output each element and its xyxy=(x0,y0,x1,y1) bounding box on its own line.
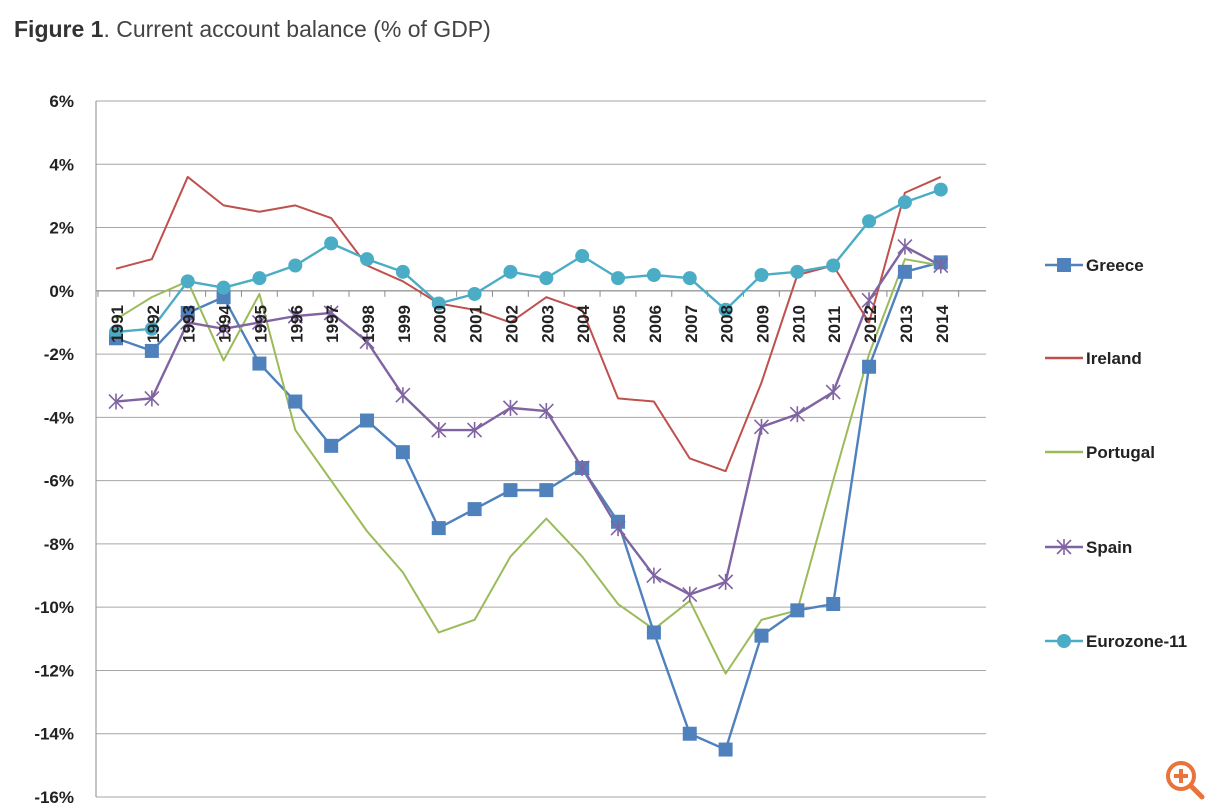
data-point-eurozone-11 xyxy=(180,274,195,289)
data-point-greece xyxy=(288,394,303,409)
legend-label-portugal: Portugal xyxy=(1086,443,1155,462)
y-tick-label: -16% xyxy=(34,788,74,805)
legend-label-spain: Spain xyxy=(1086,538,1132,557)
data-point-eurozone-11 xyxy=(109,324,123,339)
x-tick-label: 2008 xyxy=(718,305,737,343)
x-tick-label: 2005 xyxy=(610,305,629,343)
x-tick-label: 2011 xyxy=(825,306,844,343)
data-point-eurozone-11 xyxy=(216,280,231,295)
data-point-eurozone-11 xyxy=(431,296,446,311)
data-point-greece xyxy=(826,597,841,612)
x-tick-label: 1998 xyxy=(359,305,378,343)
y-tick-label: 2% xyxy=(49,219,74,238)
data-point-eurozone-11 xyxy=(467,286,482,301)
x-tick-label: 1994 xyxy=(216,304,235,342)
x-tick-label: 2009 xyxy=(753,305,772,343)
data-point-greece xyxy=(431,521,446,536)
figure-label: Figure 1 xyxy=(14,16,104,42)
data-point-greece xyxy=(754,628,769,643)
legend-label-ireland: Ireland xyxy=(1086,349,1142,368)
x-tick-label: 2001 xyxy=(467,305,486,343)
data-point-eurozone-11 xyxy=(503,264,518,279)
data-point-eurozone-11 xyxy=(933,182,948,197)
data-point-greece xyxy=(360,413,375,428)
y-tick-label: -12% xyxy=(34,661,74,680)
data-point-greece xyxy=(862,359,877,374)
y-tick-label: -4% xyxy=(44,408,74,427)
x-tick-label: 1995 xyxy=(251,305,270,343)
chart-title-text: . Current account balance (% of GDP) xyxy=(103,16,491,42)
x-tick-label: 1992 xyxy=(144,305,163,343)
y-tick-label: -2% xyxy=(44,345,74,364)
series-line-ireland xyxy=(115,175,942,473)
data-point-greece xyxy=(682,726,697,741)
zoom-handle xyxy=(1188,783,1205,800)
data-point-greece xyxy=(324,438,339,453)
x-tick-label: 2010 xyxy=(789,305,808,343)
x-tick-label: 2006 xyxy=(646,305,665,343)
data-point-eurozone-11 xyxy=(682,271,697,286)
x-tick-label: 2013 xyxy=(897,305,916,343)
data-point-eurozone-11 xyxy=(395,264,410,279)
data-point-greece xyxy=(539,483,554,498)
data-point-greece xyxy=(897,264,912,279)
data-point-eurozone-11 xyxy=(539,271,554,286)
x-tick-label: 1999 xyxy=(395,305,414,343)
zoom-in-icon[interactable] xyxy=(1162,757,1206,801)
y-tick-label: 6% xyxy=(49,92,74,111)
data-point-eurozone-11 xyxy=(718,302,733,317)
x-tick-label: 2004 xyxy=(574,304,593,342)
x-tick-label: 1996 xyxy=(287,305,306,343)
x-tick-label: 2014 xyxy=(933,304,952,342)
y-tick-label: -14% xyxy=(34,725,74,744)
x-tick-label: 1991 xyxy=(108,305,127,343)
x-tick-label: 2007 xyxy=(682,305,701,343)
legend-label-eurozone-11: Eurozone-11 xyxy=(1086,632,1187,651)
data-point-greece xyxy=(144,343,159,358)
data-point-greece xyxy=(790,603,805,618)
x-tick-label: 1997 xyxy=(323,305,342,343)
x-tick-label: 2002 xyxy=(502,305,521,343)
zoom-lens xyxy=(1166,761,1196,791)
data-point-eurozone-11 xyxy=(611,271,626,286)
data-point-eurozone-11 xyxy=(826,258,841,273)
y-tick-label: 0% xyxy=(49,282,74,301)
data-point-eurozone-11 xyxy=(790,264,805,279)
y-tick-label: -6% xyxy=(44,472,74,491)
data-point-eurozone-11 xyxy=(575,249,590,264)
data-point-eurozone-11 xyxy=(288,258,303,273)
data-point-greece xyxy=(395,445,410,460)
chart-title: Figure 1. Current account balance (% of … xyxy=(14,16,491,43)
data-point-greece xyxy=(718,742,733,757)
series-line-spain xyxy=(115,245,942,596)
data-point-eurozone-11 xyxy=(144,321,159,336)
series-line-portugal xyxy=(115,258,941,675)
data-point-greece xyxy=(252,356,267,371)
legend-marker-eurozone-11 xyxy=(1057,634,1071,648)
x-tick-label: 1993 xyxy=(180,305,199,343)
data-point-eurozone-11 xyxy=(862,214,877,229)
data-point-eurozone-11 xyxy=(324,236,339,251)
data-point-greece xyxy=(503,483,518,498)
x-tick-label: 2000 xyxy=(431,305,450,343)
y-tick-label: 4% xyxy=(49,155,74,174)
x-tick-label: 2003 xyxy=(538,305,557,343)
data-point-eurozone-11 xyxy=(252,271,267,286)
y-tick-label: -10% xyxy=(34,598,74,617)
y-tick-label: -8% xyxy=(44,535,74,554)
data-point-greece xyxy=(467,502,482,517)
data-point-greece xyxy=(646,625,661,640)
legend-marker-greece xyxy=(1057,258,1071,272)
data-point-eurozone-11 xyxy=(646,268,661,282)
data-point-eurozone-11 xyxy=(897,195,912,210)
data-point-eurozone-11 xyxy=(360,252,375,267)
data-point-greece xyxy=(180,305,195,320)
legend-label-greece: Greece xyxy=(1086,256,1144,275)
x-tick-label: 2012 xyxy=(861,305,880,343)
series-line-greece xyxy=(115,261,942,751)
data-point-eurozone-11 xyxy=(754,268,769,282)
